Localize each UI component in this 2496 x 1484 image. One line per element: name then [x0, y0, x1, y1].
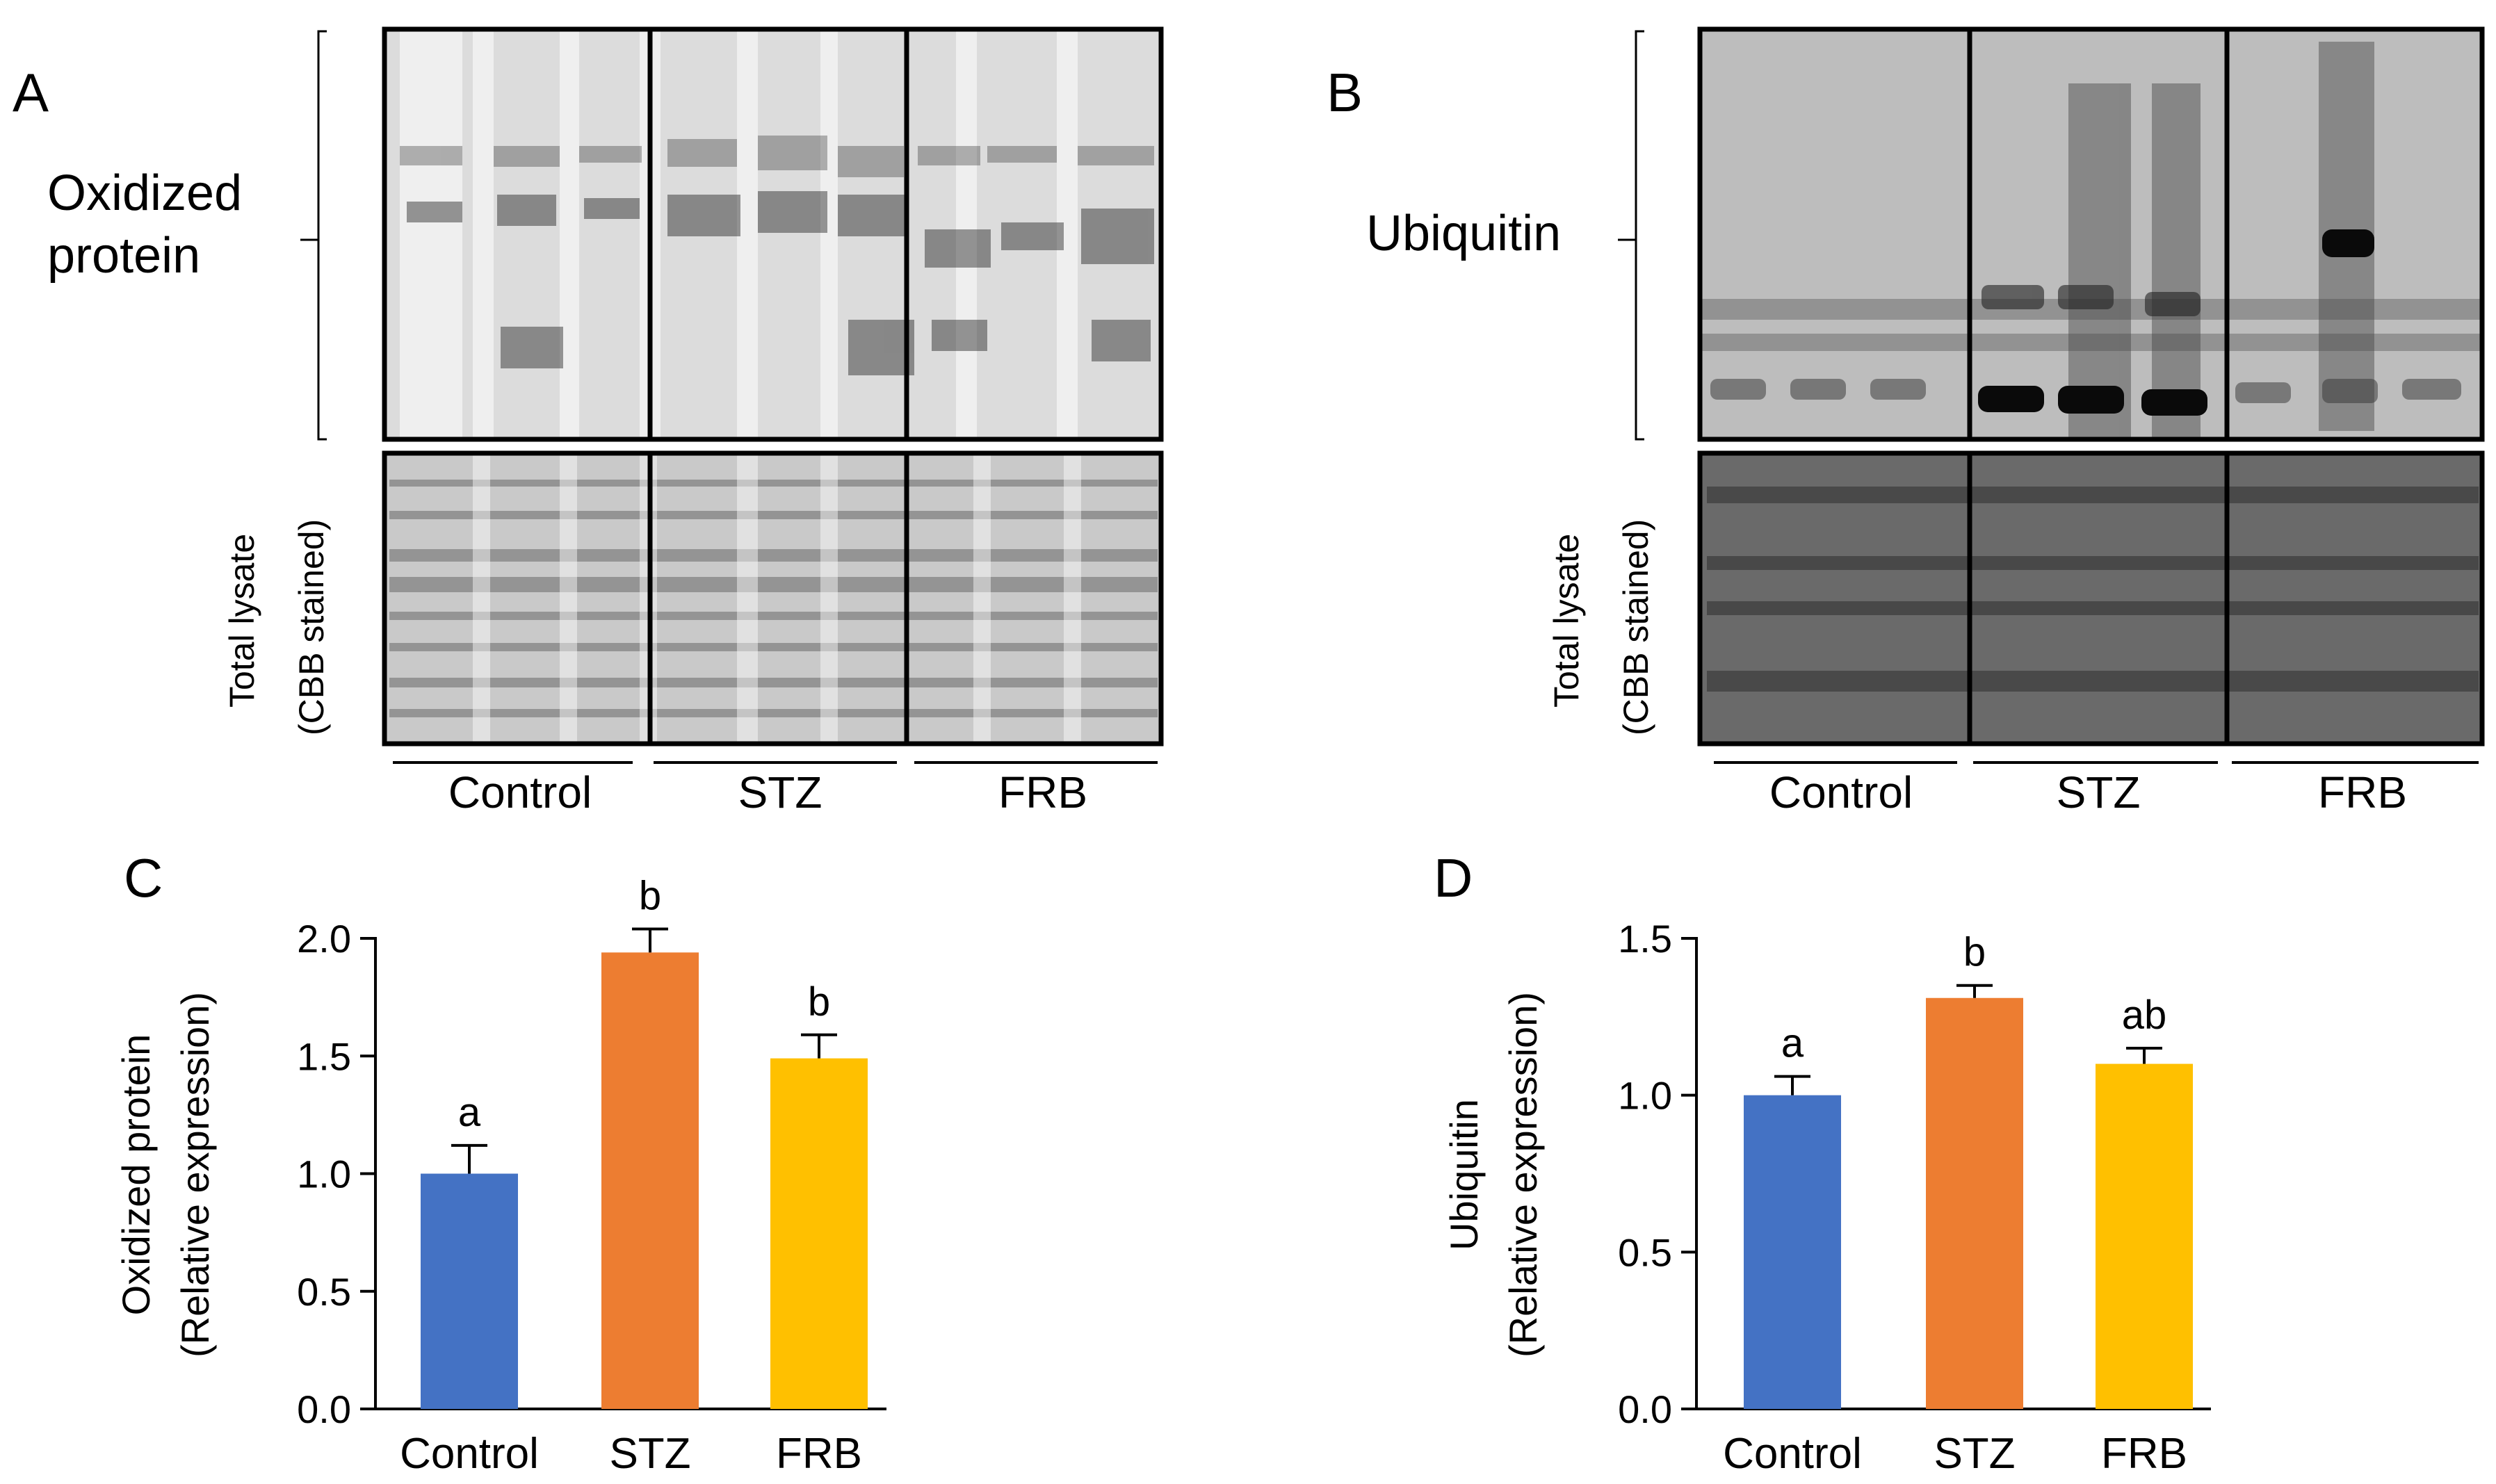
y-axis-title: (Relative expression) — [1501, 992, 1545, 1357]
x-tick-label: Control — [1723, 1430, 1862, 1478]
target-label-a-line2: protein — [47, 228, 200, 284]
significance-label: ab — [2122, 993, 2167, 1038]
panel-letter-c: C — [124, 847, 163, 908]
bar-chart-oxidized-protein: 0.0 0.5 1.0 1.5 2.0 Oxidized protein (Relative… — [114, 873, 886, 1478]
x-tick-label: FRB — [2101, 1430, 2187, 1478]
blot-ubiquitin — [1697, 26, 2485, 442]
group-label-a-control: Control — [448, 767, 592, 817]
bar-control — [1744, 1095, 1841, 1409]
y-axis-title: (Relative expression) — [173, 992, 217, 1357]
panel-letter-a: A — [13, 62, 49, 123]
y-tick-label: 1.0 — [297, 1152, 351, 1196]
significance-label: a — [458, 1090, 481, 1135]
significance-label: b — [1963, 930, 1986, 975]
loading-label-a-line2: (CBB stained) — [292, 519, 331, 735]
bar-chart-ubiquitin: 0.0 0.5 1.0 1.5 Ubiquitin (Relative expressio… — [1442, 917, 2211, 1478]
y-tick-label: 1.5 — [1618, 917, 1672, 961]
group-label-b-control: Control — [1769, 767, 1913, 817]
panel-a: A Oxidized protein — [13, 26, 1164, 817]
loading-label-a-line1: Total lysate — [222, 534, 261, 708]
bracket-a — [300, 30, 327, 441]
panel-letter-b: B — [1327, 62, 1363, 123]
y-tick-label: 0.5 — [1618, 1230, 1672, 1274]
blot-total-lysate-a — [382, 450, 1164, 747]
group-label-b-stz: STZ — [2057, 767, 2141, 817]
loading-label-b-line1: Total lysate — [1547, 534, 1586, 708]
target-label-b: Ubiquitin — [1366, 206, 1561, 261]
significance-label: b — [639, 873, 661, 918]
bar-stz — [601, 952, 699, 1409]
y-tick-label: 2.0 — [297, 917, 351, 961]
group-label-a-stz: STZ — [738, 767, 822, 817]
bracket-b — [1618, 30, 1644, 441]
loading-label-b-line2: (CBB stained) — [1616, 519, 1655, 735]
blot-oxidized-protein — [382, 26, 1164, 442]
y-tick-label: 0.0 — [1618, 1387, 1672, 1431]
significance-label: b — [808, 979, 830, 1025]
bar-control — [421, 1173, 518, 1409]
significance-label: a — [1781, 1021, 1804, 1066]
x-tick-label: STZ — [1934, 1430, 2015, 1478]
y-axis-title: Ubiquitin — [1442, 1099, 1486, 1250]
blot-total-lysate-b — [1697, 450, 2485, 747]
y-tick-label: 1.0 — [1618, 1074, 1672, 1118]
y-tick-label: 1.5 — [297, 1034, 351, 1078]
bar-stz — [1926, 997, 2023, 1409]
bar-frb — [2096, 1063, 2193, 1409]
target-label-a-line1: Oxidized — [47, 165, 242, 221]
x-tick-label: Control — [400, 1430, 539, 1478]
group-label-b-frb: FRB — [2318, 767, 2407, 817]
group-label-a-frb: FRB — [998, 767, 1087, 817]
panel-b: B Ubiquitin — [1327, 26, 2485, 817]
panel-letter-d: D — [1434, 847, 1473, 908]
x-tick-label: FRB — [776, 1430, 862, 1478]
y-axis-title: Oxidized protein — [114, 1034, 158, 1316]
y-tick-label: 0.5 — [297, 1270, 351, 1314]
x-tick-label: STZ — [609, 1430, 690, 1478]
y-tick-label: 0.0 — [297, 1387, 351, 1431]
bar-frb — [770, 1058, 868, 1409]
